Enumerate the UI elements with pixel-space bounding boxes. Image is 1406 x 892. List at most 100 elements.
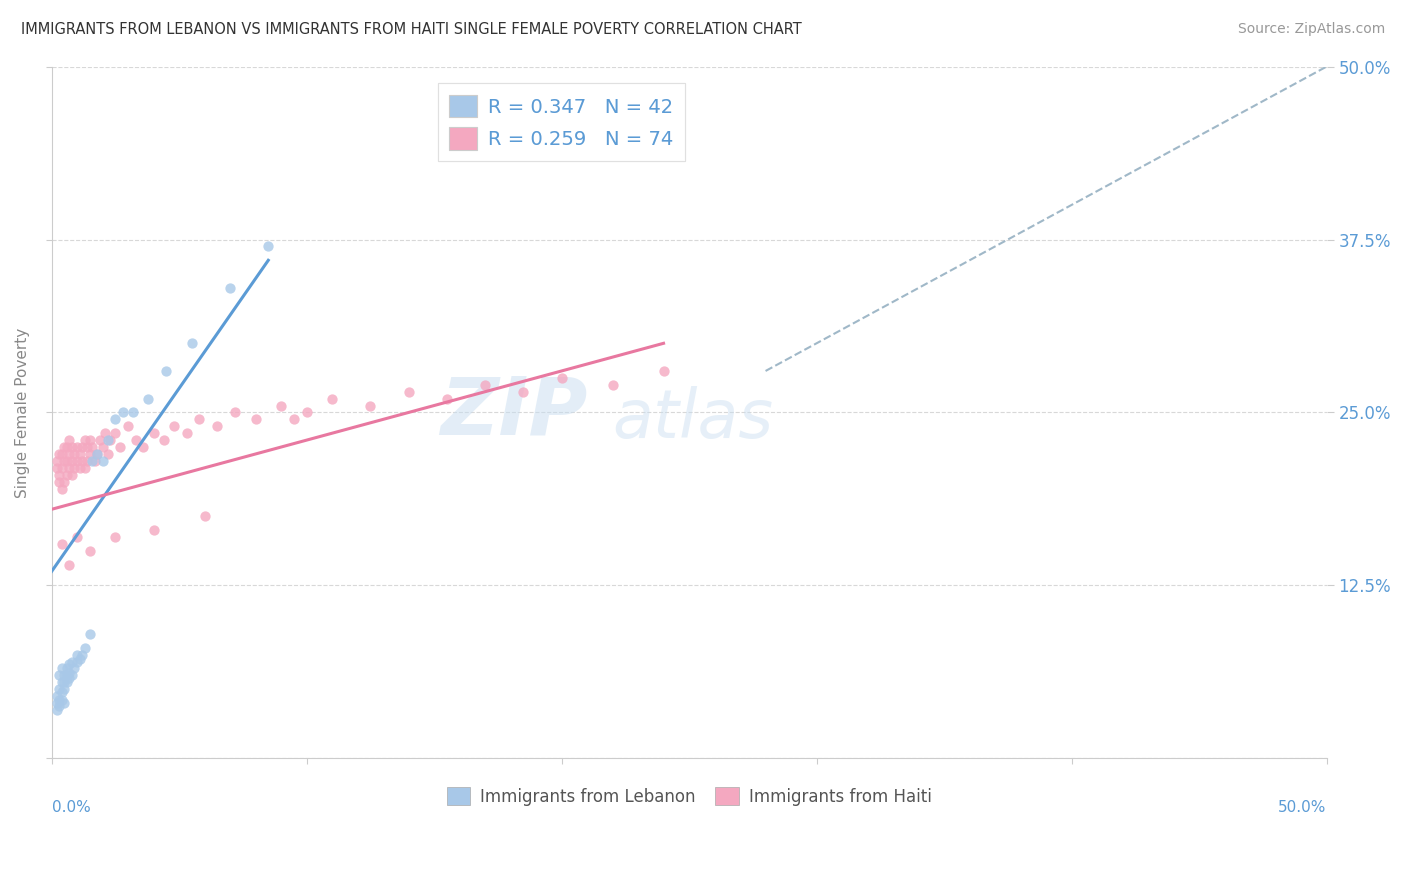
Point (98, 433, 121, 447)
Point (58, 447, 80, 461)
Point (53, 454, 76, 468)
Point (53, 682, 76, 697)
Point (70, 454, 93, 468)
Point (110, 440, 132, 454)
Point (51, 482, 73, 496)
Point (60, 668, 83, 682)
Point (51, 675, 73, 690)
Point (51, 537, 73, 551)
Point (86, 447, 108, 461)
Point (45, 703, 67, 717)
Point (69, 460, 91, 475)
Point (295, 405, 318, 419)
Point (76, 454, 98, 468)
Point (58, 433, 80, 447)
Point (79, 544, 101, 558)
Point (398, 384, 420, 399)
Point (53, 675, 76, 690)
Point (283, 412, 305, 426)
Point (512, 384, 534, 399)
Legend: R = 0.347   N = 42, R = 0.259   N = 74: R = 0.347 N = 42, R = 0.259 N = 74 (437, 83, 685, 161)
Point (97, 433, 120, 447)
Point (63, 661, 86, 675)
Point (56, 467, 79, 482)
Point (51, 447, 73, 461)
Point (550, 371, 572, 385)
Point (257, 239, 280, 253)
Text: atlas: atlas (613, 386, 773, 452)
Point (79, 447, 101, 461)
Text: ZIP: ZIP (440, 374, 588, 451)
Point (82, 440, 104, 454)
Point (51, 661, 73, 675)
Point (69, 447, 91, 461)
Point (48, 467, 70, 482)
Point (321, 392, 343, 406)
Point (56, 668, 79, 682)
Point (138, 392, 160, 406)
Point (63, 447, 86, 461)
Point (117, 419, 139, 434)
Point (91, 454, 114, 468)
Point (51, 460, 73, 475)
Point (56, 440, 79, 454)
Point (48, 698, 70, 713)
Point (91, 440, 114, 454)
Text: IMMIGRANTS FROM LEBANON VS IMMIGRANTS FROM HAITI SINGLE FEMALE POVERTY CORRELATI: IMMIGRANTS FROM LEBANON VS IMMIGRANTS FR… (21, 22, 801, 37)
Point (45, 454, 67, 468)
Point (86, 447, 108, 461)
Point (70, 648, 93, 662)
Point (58, 657, 80, 672)
Point (176, 426, 198, 441)
Point (66, 440, 89, 454)
Point (97, 447, 120, 461)
Point (436, 392, 458, 406)
Point (79, 627, 101, 641)
Point (53, 696, 76, 710)
Point (82, 454, 104, 468)
Point (188, 412, 211, 426)
Point (51, 685, 73, 699)
Point (83, 454, 105, 468)
Point (155, 364, 177, 378)
Point (51, 693, 73, 707)
Point (652, 364, 675, 378)
Point (66, 648, 89, 662)
Point (70, 440, 93, 454)
Point (56, 675, 79, 690)
Point (45, 460, 67, 475)
Point (152, 433, 174, 447)
Point (73, 460, 96, 475)
Point (79, 433, 101, 447)
Point (193, 509, 215, 524)
Point (94, 426, 117, 441)
Point (60, 655, 83, 669)
Text: 0.0%: 0.0% (52, 800, 90, 815)
Y-axis label: Single Female Poverty: Single Female Poverty (15, 327, 30, 498)
Point (56, 454, 79, 468)
Point (474, 377, 496, 392)
Point (58, 665, 80, 680)
Point (224, 405, 246, 419)
Point (48, 447, 70, 461)
Point (56, 661, 79, 675)
Point (142, 426, 165, 441)
Point (48, 475, 70, 489)
Point (104, 412, 127, 426)
Point (207, 419, 229, 434)
Text: Source: ZipAtlas.com: Source: ZipAtlas.com (1237, 22, 1385, 37)
Point (111, 405, 134, 419)
Point (76, 440, 98, 454)
Point (69, 651, 91, 665)
Point (53, 475, 76, 489)
Point (270, 399, 292, 413)
Point (60, 467, 83, 482)
Point (104, 426, 127, 441)
Point (60, 440, 83, 454)
Point (73, 640, 96, 655)
Point (132, 440, 155, 454)
Point (48, 693, 70, 707)
Point (58, 460, 80, 475)
Point (73, 433, 96, 447)
Point (142, 523, 165, 537)
